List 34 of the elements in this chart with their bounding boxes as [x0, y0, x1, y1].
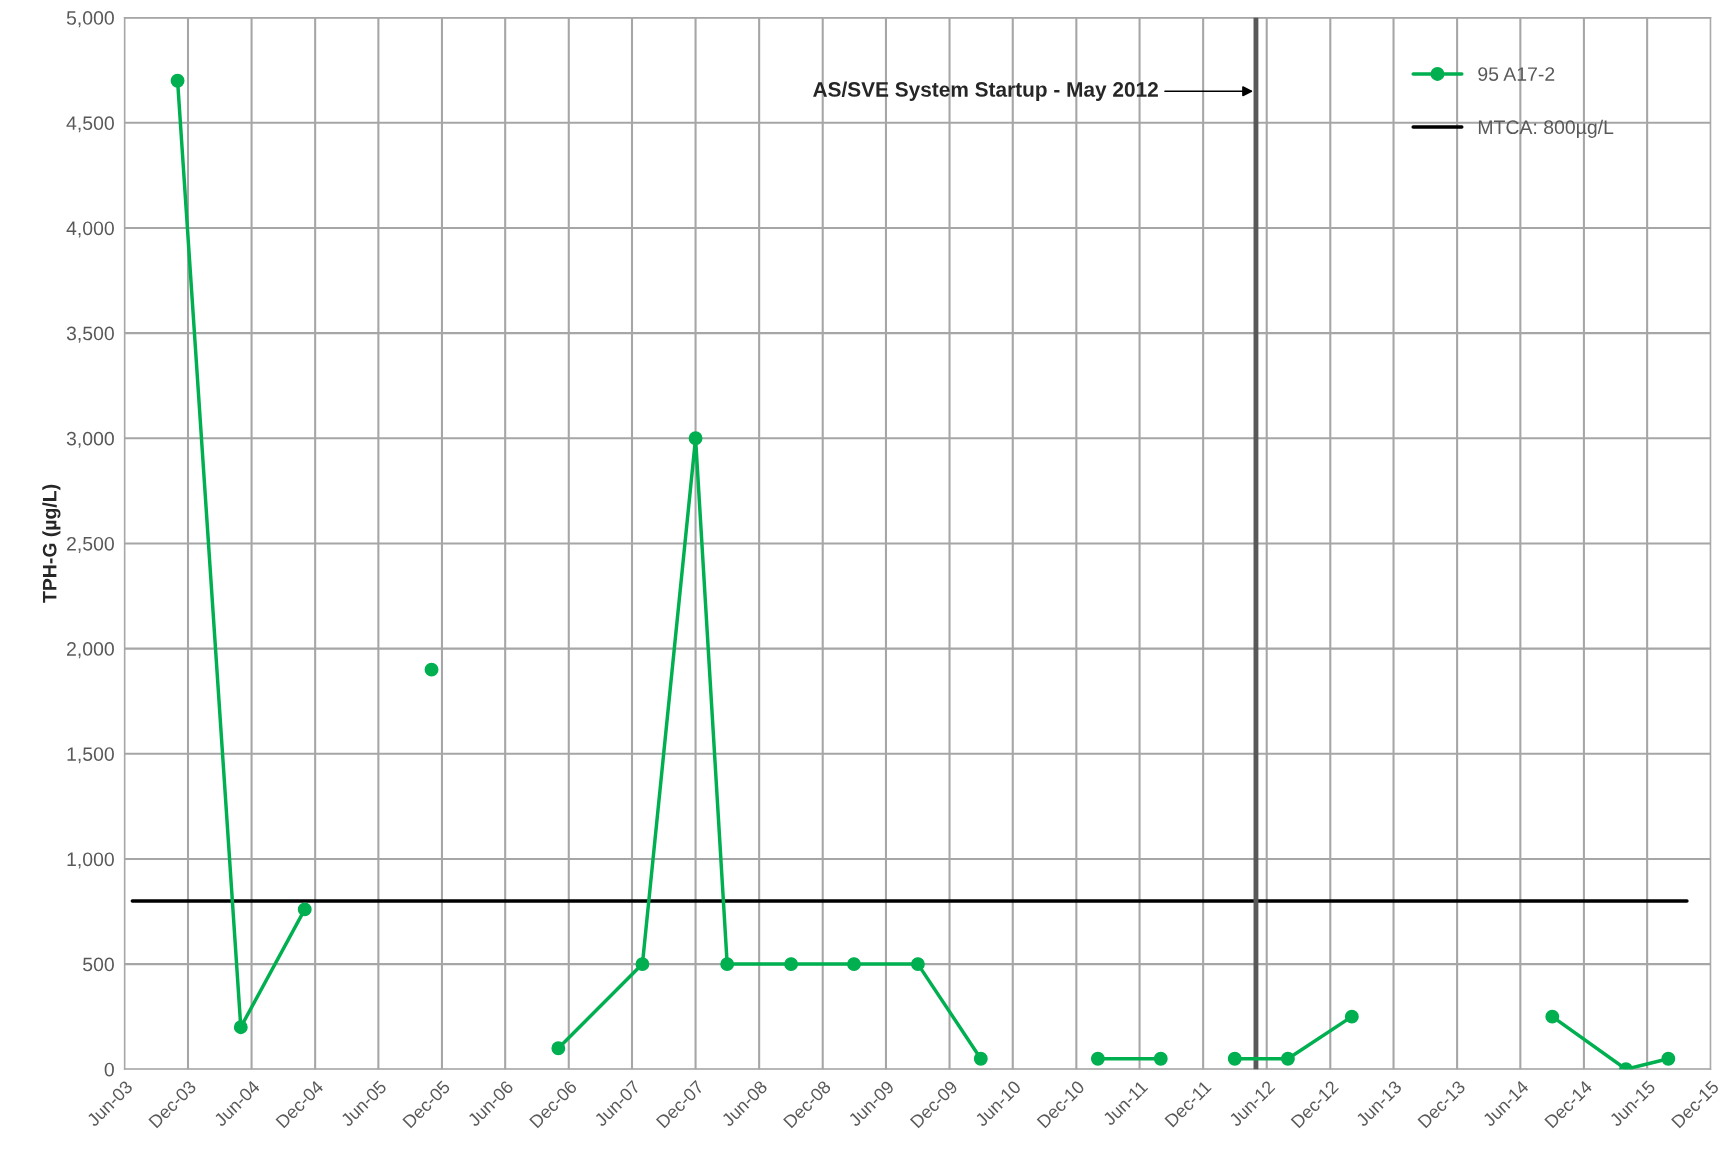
point	[1344, 1009, 1359, 1024]
point	[551, 1041, 566, 1056]
y-tick-label: 1,500	[67, 747, 114, 764]
point	[784, 957, 799, 972]
y-tick-label: 4,000	[66, 221, 114, 238]
point	[1280, 1051, 1295, 1066]
point	[720, 957, 735, 972]
y-tick-label: 5,000	[66, 11, 114, 28]
point	[424, 662, 439, 677]
point	[688, 431, 703, 446]
point	[1090, 1051, 1105, 1066]
y-tick-label: 1,000	[67, 852, 114, 869]
y-tick-label: 3,000	[66, 431, 114, 448]
point	[1153, 1051, 1168, 1066]
point	[170, 73, 185, 88]
point	[1227, 1051, 1242, 1066]
legend-label: 95 A17-2	[1478, 67, 1555, 81]
y-tick-label: 2,500	[67, 536, 114, 553]
point	[910, 957, 925, 972]
legend-label: MTCA: 800µg/L	[1478, 119, 1614, 138]
annotation: AS/SVE System Startup - May 2012	[813, 81, 1158, 101]
y-tick-label: 3,500	[66, 326, 114, 343]
point	[635, 957, 650, 972]
point	[847, 957, 861, 972]
point	[1661, 1051, 1676, 1066]
point	[973, 1051, 988, 1066]
y-axis-title: TPH-G (µg/L)	[42, 484, 61, 603]
y-tick-label: 2,000	[67, 642, 114, 659]
y-tick-label: 0	[104, 1062, 114, 1077]
point	[233, 1020, 248, 1035]
point	[297, 902, 312, 917]
y-tick-label: 4,500	[66, 116, 114, 133]
y-tick-label: 500	[83, 957, 114, 972]
point	[1545, 1009, 1560, 1024]
